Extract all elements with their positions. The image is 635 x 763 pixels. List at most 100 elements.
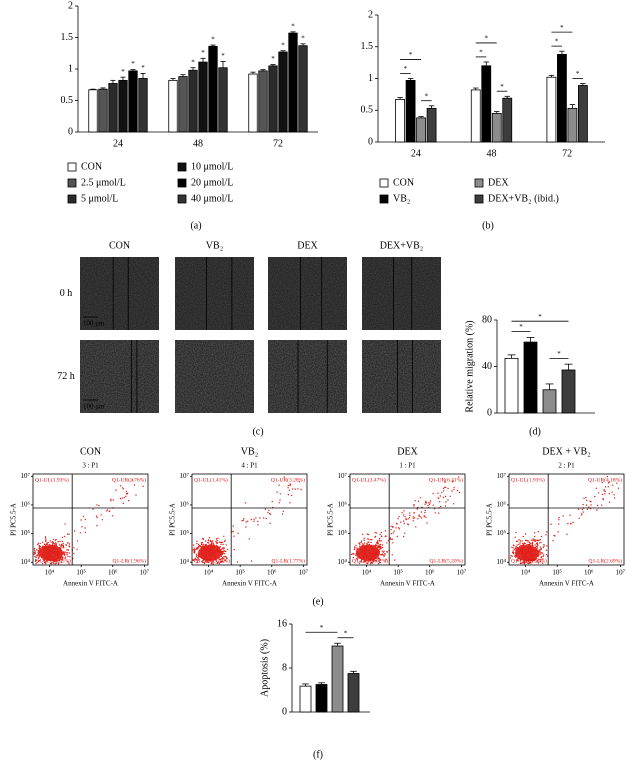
event-dot [558, 516, 560, 519]
event-dot [292, 488, 294, 490]
event-dot [73, 530, 76, 532]
event-dot [218, 541, 220, 543]
event-dot [35, 559, 37, 561]
event-dot [381, 544, 384, 546]
event-dot [193, 559, 196, 561]
event-dot [206, 561, 208, 563]
event-dot [383, 555, 385, 557]
x-tick-label: 10⁷ [457, 569, 467, 577]
event-dot [222, 561, 225, 563]
event-dot [193, 551, 196, 553]
panel-label: (f) [313, 749, 323, 760]
event-dot [392, 542, 394, 544]
event-dot [417, 500, 420, 502]
event-dot [443, 490, 445, 492]
event-dot [294, 488, 296, 490]
event-dot [445, 486, 447, 489]
legend-swatch [177, 178, 187, 188]
event-dot [245, 521, 247, 523]
micrograph-texture [362, 340, 441, 413]
event-dot [378, 560, 381, 562]
gate-name: 2 : P1 [558, 462, 575, 470]
y-tick-label: 10⁴ [21, 558, 31, 566]
event-dot [536, 543, 539, 546]
event-dot [44, 537, 47, 539]
event-dot [52, 543, 54, 545]
event-dot [419, 497, 421, 499]
legend-swatch [474, 194, 484, 204]
event-dot [122, 488, 125, 490]
event-dot [439, 501, 441, 503]
event-dot [200, 542, 203, 544]
event-dot [35, 562, 37, 565]
event-dot [390, 533, 392, 535]
event-dot [362, 561, 364, 563]
x-tick-label: 48 [193, 138, 203, 149]
event-dot [52, 541, 54, 543]
event-dot [583, 497, 585, 499]
event-dot [63, 535, 66, 538]
event-dot [572, 521, 574, 523]
event-dot [51, 561, 53, 563]
event-dot [606, 475, 609, 478]
event-dot [216, 542, 218, 545]
event-dot [533, 539, 535, 541]
event-dot [570, 522, 572, 524]
quadrant-label: Q1-UL(1.93%) [35, 476, 69, 483]
event-dot [54, 542, 57, 544]
event-dot [255, 517, 257, 519]
event-dot [368, 538, 370, 541]
significance-label: * [211, 36, 215, 44]
event-dot [95, 515, 98, 517]
event-dot [122, 502, 125, 504]
event-dot [209, 540, 212, 543]
event-dot [519, 542, 521, 544]
bar [118, 79, 128, 133]
event-dot [370, 541, 372, 544]
bar [258, 70, 268, 133]
event-dot [35, 549, 38, 551]
bar [347, 673, 360, 713]
quadrant-label: Q1-UR(3.28%) [271, 476, 305, 483]
event-dot [59, 540, 61, 543]
event-dot [100, 514, 102, 516]
event-dot [193, 549, 195, 551]
event-dot [57, 563, 60, 565]
significance-label: * [557, 350, 561, 358]
event-dot [195, 553, 197, 555]
event-dot [429, 502, 431, 504]
event-dot [604, 493, 606, 495]
event-dot [439, 495, 441, 497]
event-dot [197, 543, 200, 546]
event-dot [67, 549, 70, 551]
event-dot [38, 554, 40, 557]
event-dot [374, 531, 376, 534]
event-dot [536, 539, 538, 541]
event-dot [243, 518, 245, 520]
event-dot [398, 516, 400, 518]
event-dot [562, 515, 564, 517]
event-dot [66, 549, 68, 551]
x-tick-label: 10⁴ [521, 569, 531, 577]
event-dot [268, 509, 270, 512]
event-dot [453, 503, 455, 505]
y-tick-label: 80 [482, 314, 492, 325]
event-dot [291, 494, 293, 497]
legend-swatch [379, 178, 389, 188]
event-dot [61, 559, 63, 561]
event-dot [582, 503, 584, 506]
legend-label: CON [81, 161, 102, 172]
scale-bar-label: 100 μm [83, 403, 105, 411]
event-dot [534, 532, 536, 534]
legend-swatch [177, 162, 187, 172]
event-dot [395, 527, 397, 529]
event-dot [204, 544, 207, 546]
significance-label: * [409, 51, 413, 59]
event-dot [403, 522, 405, 525]
x-tick-label: 72 [273, 138, 283, 149]
event-dot [586, 499, 588, 502]
event-dot [287, 494, 290, 496]
event-dot [378, 563, 380, 565]
event-dot [378, 546, 380, 549]
event-dot [535, 545, 538, 548]
